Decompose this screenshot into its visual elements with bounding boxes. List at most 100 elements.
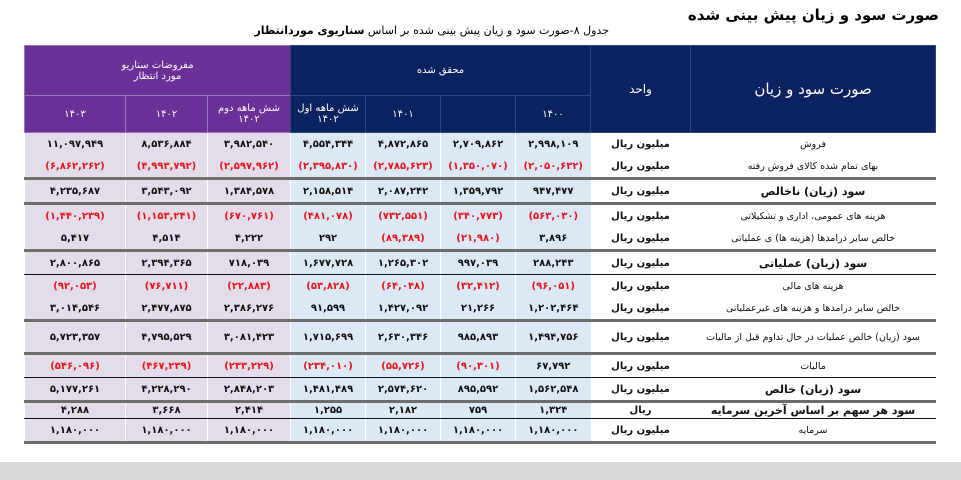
row-value: (۶۴,۰۴۸) (365, 274, 441, 297)
row-value: ۲,۰۸۷,۲۴۲ (365, 178, 441, 205)
row-value: ۱,۱۸۰,۰۰۰ (515, 418, 591, 444)
row-value: (۱,۳۵۰,۰۷۰) (440, 155, 516, 180)
table-row: هزینه های عمومی، اداری و تشکیلاتی میلیون … (24, 203, 936, 227)
row-unit: میلیون ریال (590, 132, 691, 155)
row-label: سود (زیان) عملیاتی (690, 250, 936, 275)
table-row: فروش میلیون ریال ۲,۹۹۸,۱۰۹ ۲,۷۰۹,۸۶۲ ۴,۸۷۲,۸… (24, 132, 936, 155)
row-value: ۲,۴۱۴ (207, 401, 291, 419)
header-label-column: صورت سود و زیان (690, 45, 937, 133)
table-row: خالص سایر درامدها (هزینه ها) ی عملیاتی می… (24, 227, 936, 252)
row-value: (۲۲,۸۸۳) (207, 274, 291, 297)
row-value: (۲,۵۹۷,۹۶۲) (207, 155, 291, 180)
row-value: (۸۹,۳۸۹) (365, 227, 441, 252)
row-value: ۱,۵۶۲,۵۴۸ (515, 377, 591, 403)
row-value: ۱,۱۸۰,۰۰۰ (125, 418, 208, 444)
header-col-h1-1402: شش ماهه اول ۱۴۰۲ (289, 95, 367, 133)
row-value: (۲۱,۹۸۰) (440, 227, 516, 252)
row-value: ۴,۲۸۸ (24, 401, 126, 419)
row-value: ۱,۲۰۲,۴۶۴ (515, 297, 591, 322)
row-value: ۳,۰۸۱,۴۲۳ (207, 320, 291, 355)
row-value: ۳,۹۸۲,۵۴۰ (207, 132, 291, 155)
row-label: هزینه های مالی (690, 274, 936, 297)
row-value: (۲۳۴,۰۱۰) (289, 353, 366, 378)
caption-text: جدول ۸-صورت سود و زیان پیش بینی شده بر ا… (364, 24, 609, 37)
table-row: سود (زیان) خالص میلیون ریال ۱,۵۶۲,۵۴۸ ۸۹۵,۵… (24, 377, 936, 403)
row-value: ۱,۷۱۵,۶۹۹ (289, 320, 366, 355)
income-statement-table: صورت سود و زیان واحد محقق شده مفروضات سن… (24, 45, 937, 444)
header-actual-group: محقق شده (289, 45, 592, 96)
page-title: صورت سود و زیان پیش بینی شده (687, 6, 939, 24)
row-value: (۹۶,۰۵۱) (515, 274, 591, 297)
row-label: فروش (690, 132, 936, 155)
row-value: ۲۱,۲۶۶ (440, 297, 516, 322)
table-caption: جدول ۸-صورت سود و زیان پیش بینی شده بر ا… (254, 24, 609, 37)
row-value: ۲,۸۴۸,۲۰۳ (207, 377, 291, 403)
row-label: سود (زیان) خالص عملیات در حال تداوم قبل … (690, 320, 936, 355)
row-value: ۱,۶۷۷,۷۲۸ (289, 250, 366, 275)
row-value: (۲,۳۹۵,۸۳۰) (289, 155, 366, 180)
row-value: ۷۱۸,۰۳۹ (207, 250, 291, 275)
row-unit: میلیون ریال (590, 297, 691, 322)
row-value: (۵۵,۷۲۶) (365, 353, 441, 378)
header-col-1403: ۱۴۰۳ (24, 95, 126, 133)
caption-scenario: سناریوی موردانتظار (254, 24, 365, 37)
row-value: ۴,۷۹۵,۵۲۹ (125, 320, 208, 355)
row-unit: میلیون ریال (590, 155, 691, 180)
row-value: ۷۵۹ (440, 401, 516, 419)
row-value: ۳,۶۶۸ (125, 401, 208, 419)
row-value: ۵,۱۷۷,۲۶۱ (24, 377, 126, 403)
row-unit: میلیون ریال (590, 178, 691, 205)
row-value: (۴۶۷,۲۳۹) (125, 353, 208, 378)
row-value: ۳,۸۹۶ (515, 227, 591, 252)
header-col-1401: ۱۴۰۱ (365, 95, 442, 133)
row-value: ۲,۳۹۴,۳۶۵ (125, 250, 208, 275)
row-unit: میلیون ریال (590, 274, 691, 297)
row-value: ۲,۸۰۰,۸۶۵ (24, 250, 126, 275)
row-label: مالیات (690, 353, 936, 378)
row-unit: میلیون ریال (590, 250, 691, 275)
header-forecast-group: مفروضات سناریو مورد انتظار (24, 45, 291, 96)
row-value: ۲۸۸,۲۴۳ (515, 250, 591, 275)
row-value: ۱,۱۸۰,۰۰۰ (289, 418, 366, 444)
row-value: ۱,۱۸۰,۰۰۰ (440, 418, 516, 444)
row-unit: میلیون ریال (590, 203, 691, 227)
table-row: هزینه های مالی میلیون ریال (۹۶,۰۵۱) (۳۲,۴۱۲… (24, 274, 936, 297)
row-value: (۷۳۲,۵۵۱) (365, 203, 441, 227)
row-value: ۱,۱۸۰,۰۰۰ (207, 418, 291, 444)
row-value: (۵۳,۸۲۸) (289, 274, 366, 297)
row-value: (۹۲,۰۵۳) (24, 274, 126, 297)
row-value: ۱,۳۸۴,۵۷۸ (207, 178, 291, 205)
row-value: (۵۶۳,۰۳۰) (515, 203, 591, 227)
row-value: (۱,۱۵۳,۲۴۱) (125, 203, 208, 227)
row-value: ۱,۱۸۰,۰۰۰ (24, 418, 126, 444)
row-value: ۲,۹۹۸,۱۰۹ (515, 132, 591, 155)
row-value: (۲,۰۵۰,۶۳۲) (515, 155, 591, 180)
row-label: سود هر سهم بر اساس آخرین سرمایه (690, 401, 936, 419)
forecast-group-line1: مفروضات سناریو (121, 59, 194, 71)
row-value: (۲۳۳,۲۲۹) (207, 353, 291, 378)
row-label: خالص سایر درامدها و هزینه های غیرعملیاتی (690, 297, 936, 322)
row-value: ۹۸۵,۸۹۳ (440, 320, 516, 355)
row-value: ۲,۷۰۹,۸۶۲ (440, 132, 516, 155)
row-value: ۲,۱۸۲ (365, 401, 441, 419)
row-label: بهای تمام شده کالای فروش رفته (690, 155, 936, 180)
row-value: ۲,۴۷۷,۸۷۵ (125, 297, 208, 322)
row-value: ۱,۳۵۹,۷۹۲ (440, 178, 516, 205)
row-value: (۹۰,۳۰۱) (440, 353, 516, 378)
row-value: (۴۸۱,۰۷۸) (289, 203, 366, 227)
row-value: ۱,۴۹۴,۷۵۶ (515, 320, 591, 355)
row-value: ۵,۷۲۳,۳۵۷ (24, 320, 126, 355)
row-value: ۱,۴۸۱,۴۸۹ (289, 377, 366, 403)
row-unit: میلیون ریال (590, 320, 691, 355)
table-row: سرمایه میلیون ریال ۱,۱۸۰,۰۰۰ ۱,۱۸۰,۰۰۰ ۱,۱۸۰… (24, 418, 936, 444)
row-label: سود (زیان) ناخالص (690, 178, 936, 205)
row-value: ۸,۵۳۶,۸۸۴ (125, 132, 208, 155)
row-value: ۴,۲۳۵,۶۸۷ (24, 178, 126, 205)
row-value: ۳,۰۱۴,۵۴۶ (24, 297, 126, 322)
row-value: ۴,۸۷۲,۸۶۵ (365, 132, 441, 155)
forecast-group-line2: مورد انتظار (133, 70, 182, 82)
row-value: ۱,۴۲۷,۰۹۲ (365, 297, 441, 322)
row-label: سود (زیان) خالص (690, 377, 936, 403)
row-unit: ریال (590, 401, 691, 419)
row-value: (۳۴۰,۷۷۳) (440, 203, 516, 227)
